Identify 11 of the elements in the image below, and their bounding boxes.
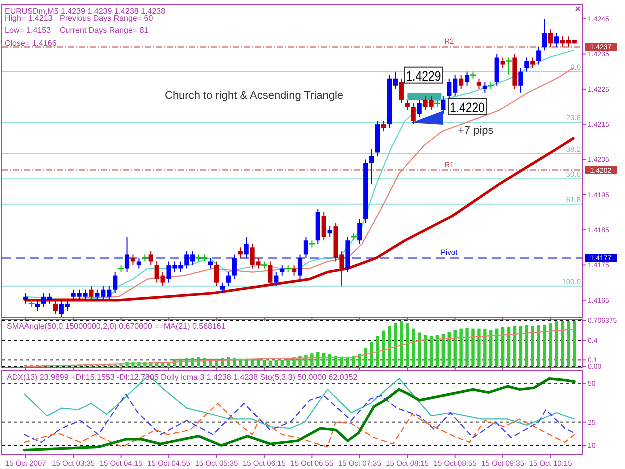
annotation: Close= 1.4166 xyxy=(5,39,58,48)
chart-title: EURUSDm,M5 1.4239 1.4239 1.4238 1.4238 xyxy=(5,7,166,16)
annotation: 1.4229 xyxy=(406,68,450,84)
annotation: High= 1.4213 xyxy=(5,14,54,23)
annotation: Church to right & Acsending Triangle xyxy=(165,90,344,102)
annotation: +7 pips xyxy=(458,125,494,137)
annotation: Current Days Range= 81 xyxy=(60,26,150,35)
annotation: Low= 1.4153 xyxy=(5,26,52,35)
annotation: Previous Days Range= 60 xyxy=(60,14,154,23)
chart-title: SMAAngle(50,0.15000000,2,0) 0.670000 ==MA(21) 0.568161 xyxy=(7,322,226,331)
annotation: 1.4220 xyxy=(450,99,493,116)
